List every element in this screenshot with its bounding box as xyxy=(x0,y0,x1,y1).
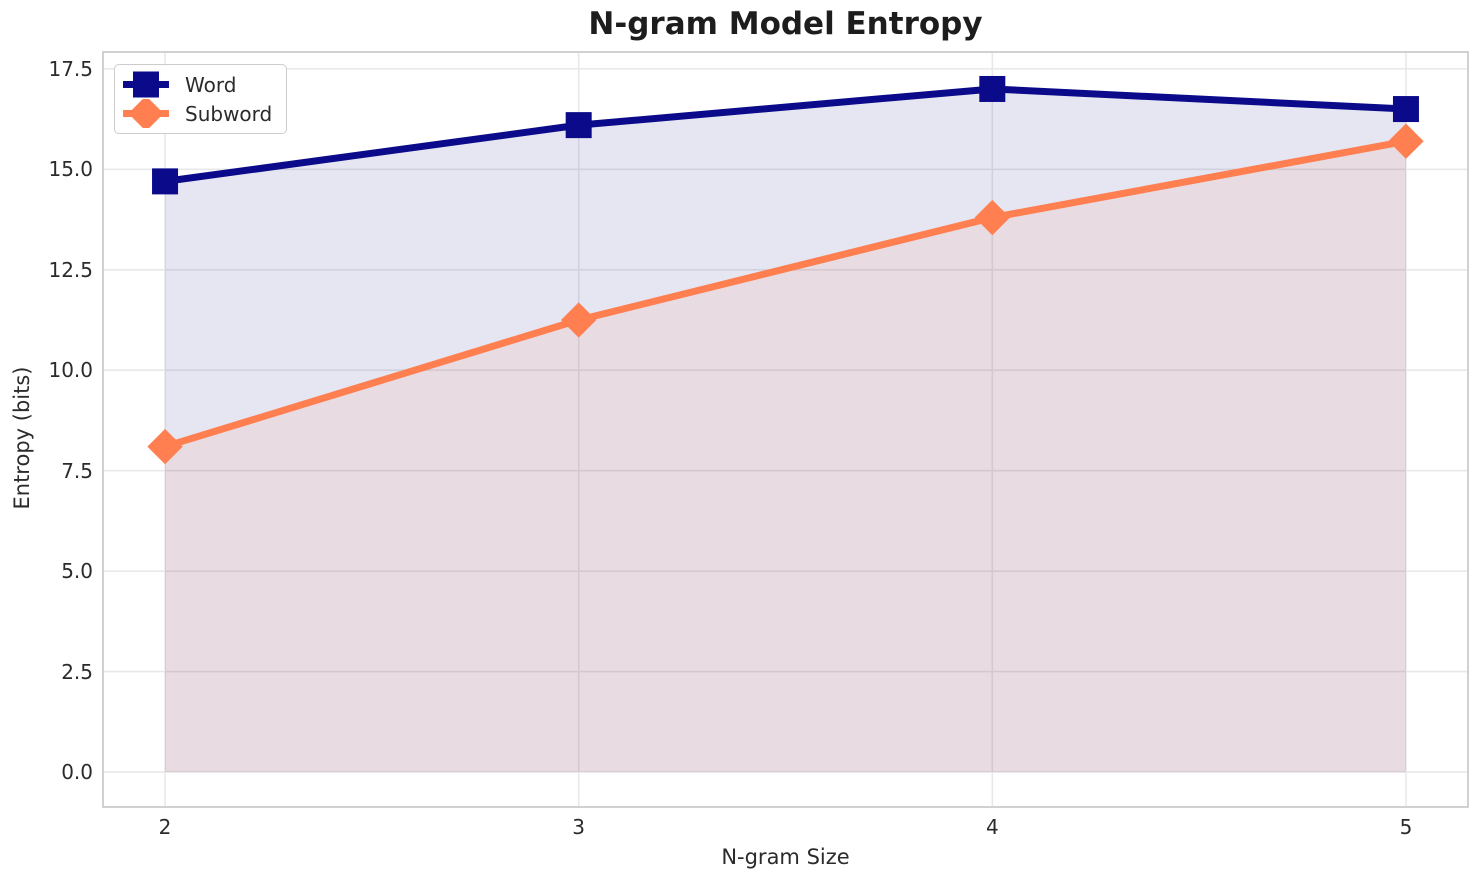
word-area-fill xyxy=(165,88,1406,773)
y-tick-label: 5.0 xyxy=(61,559,93,584)
legend-label-subword: Subword xyxy=(185,101,273,126)
word-marker xyxy=(565,112,592,139)
word-marker xyxy=(979,75,1006,102)
y-tick-label: 10.0 xyxy=(48,358,93,383)
y-tick-label: 0.0 xyxy=(61,760,93,785)
word-marker xyxy=(1392,96,1419,123)
legend: Word Subword xyxy=(114,64,288,134)
x-tick-label: 5 xyxy=(1399,815,1413,839)
chart-title: N-gram Model Entropy xyxy=(588,6,983,42)
y-tick-label: 2.5 xyxy=(61,659,93,684)
subword-line xyxy=(164,137,1407,450)
x-axis-label: N-gram Size xyxy=(721,845,850,869)
x-tick-label: 2 xyxy=(158,815,172,839)
y-tick-label: 17.5 xyxy=(48,56,93,81)
legend-item-subword: Subword xyxy=(123,99,272,128)
subword-marker xyxy=(974,199,1010,236)
y-tick-label: 7.5 xyxy=(61,458,93,483)
y-tick-label: 15.0 xyxy=(48,157,93,182)
subword-area-fill xyxy=(165,141,1406,773)
subword-marker xyxy=(561,302,597,338)
word-legend-marker-icon xyxy=(123,71,169,98)
word-marker xyxy=(152,168,179,195)
subword-marker xyxy=(147,428,183,465)
y-axis-label: Entropy (bits) xyxy=(10,366,34,510)
x-tick-label: 3 xyxy=(572,815,586,839)
axes-background xyxy=(103,52,1468,807)
legend-item-word: Word xyxy=(123,70,272,99)
word-line xyxy=(164,85,1407,185)
y-tick-label: 12.5 xyxy=(48,257,93,282)
legend-label-word: Word xyxy=(185,72,237,97)
x-tick-label: 4 xyxy=(985,815,999,839)
axes-spines xyxy=(102,51,1469,808)
subword-legend-marker-icon xyxy=(123,99,169,128)
